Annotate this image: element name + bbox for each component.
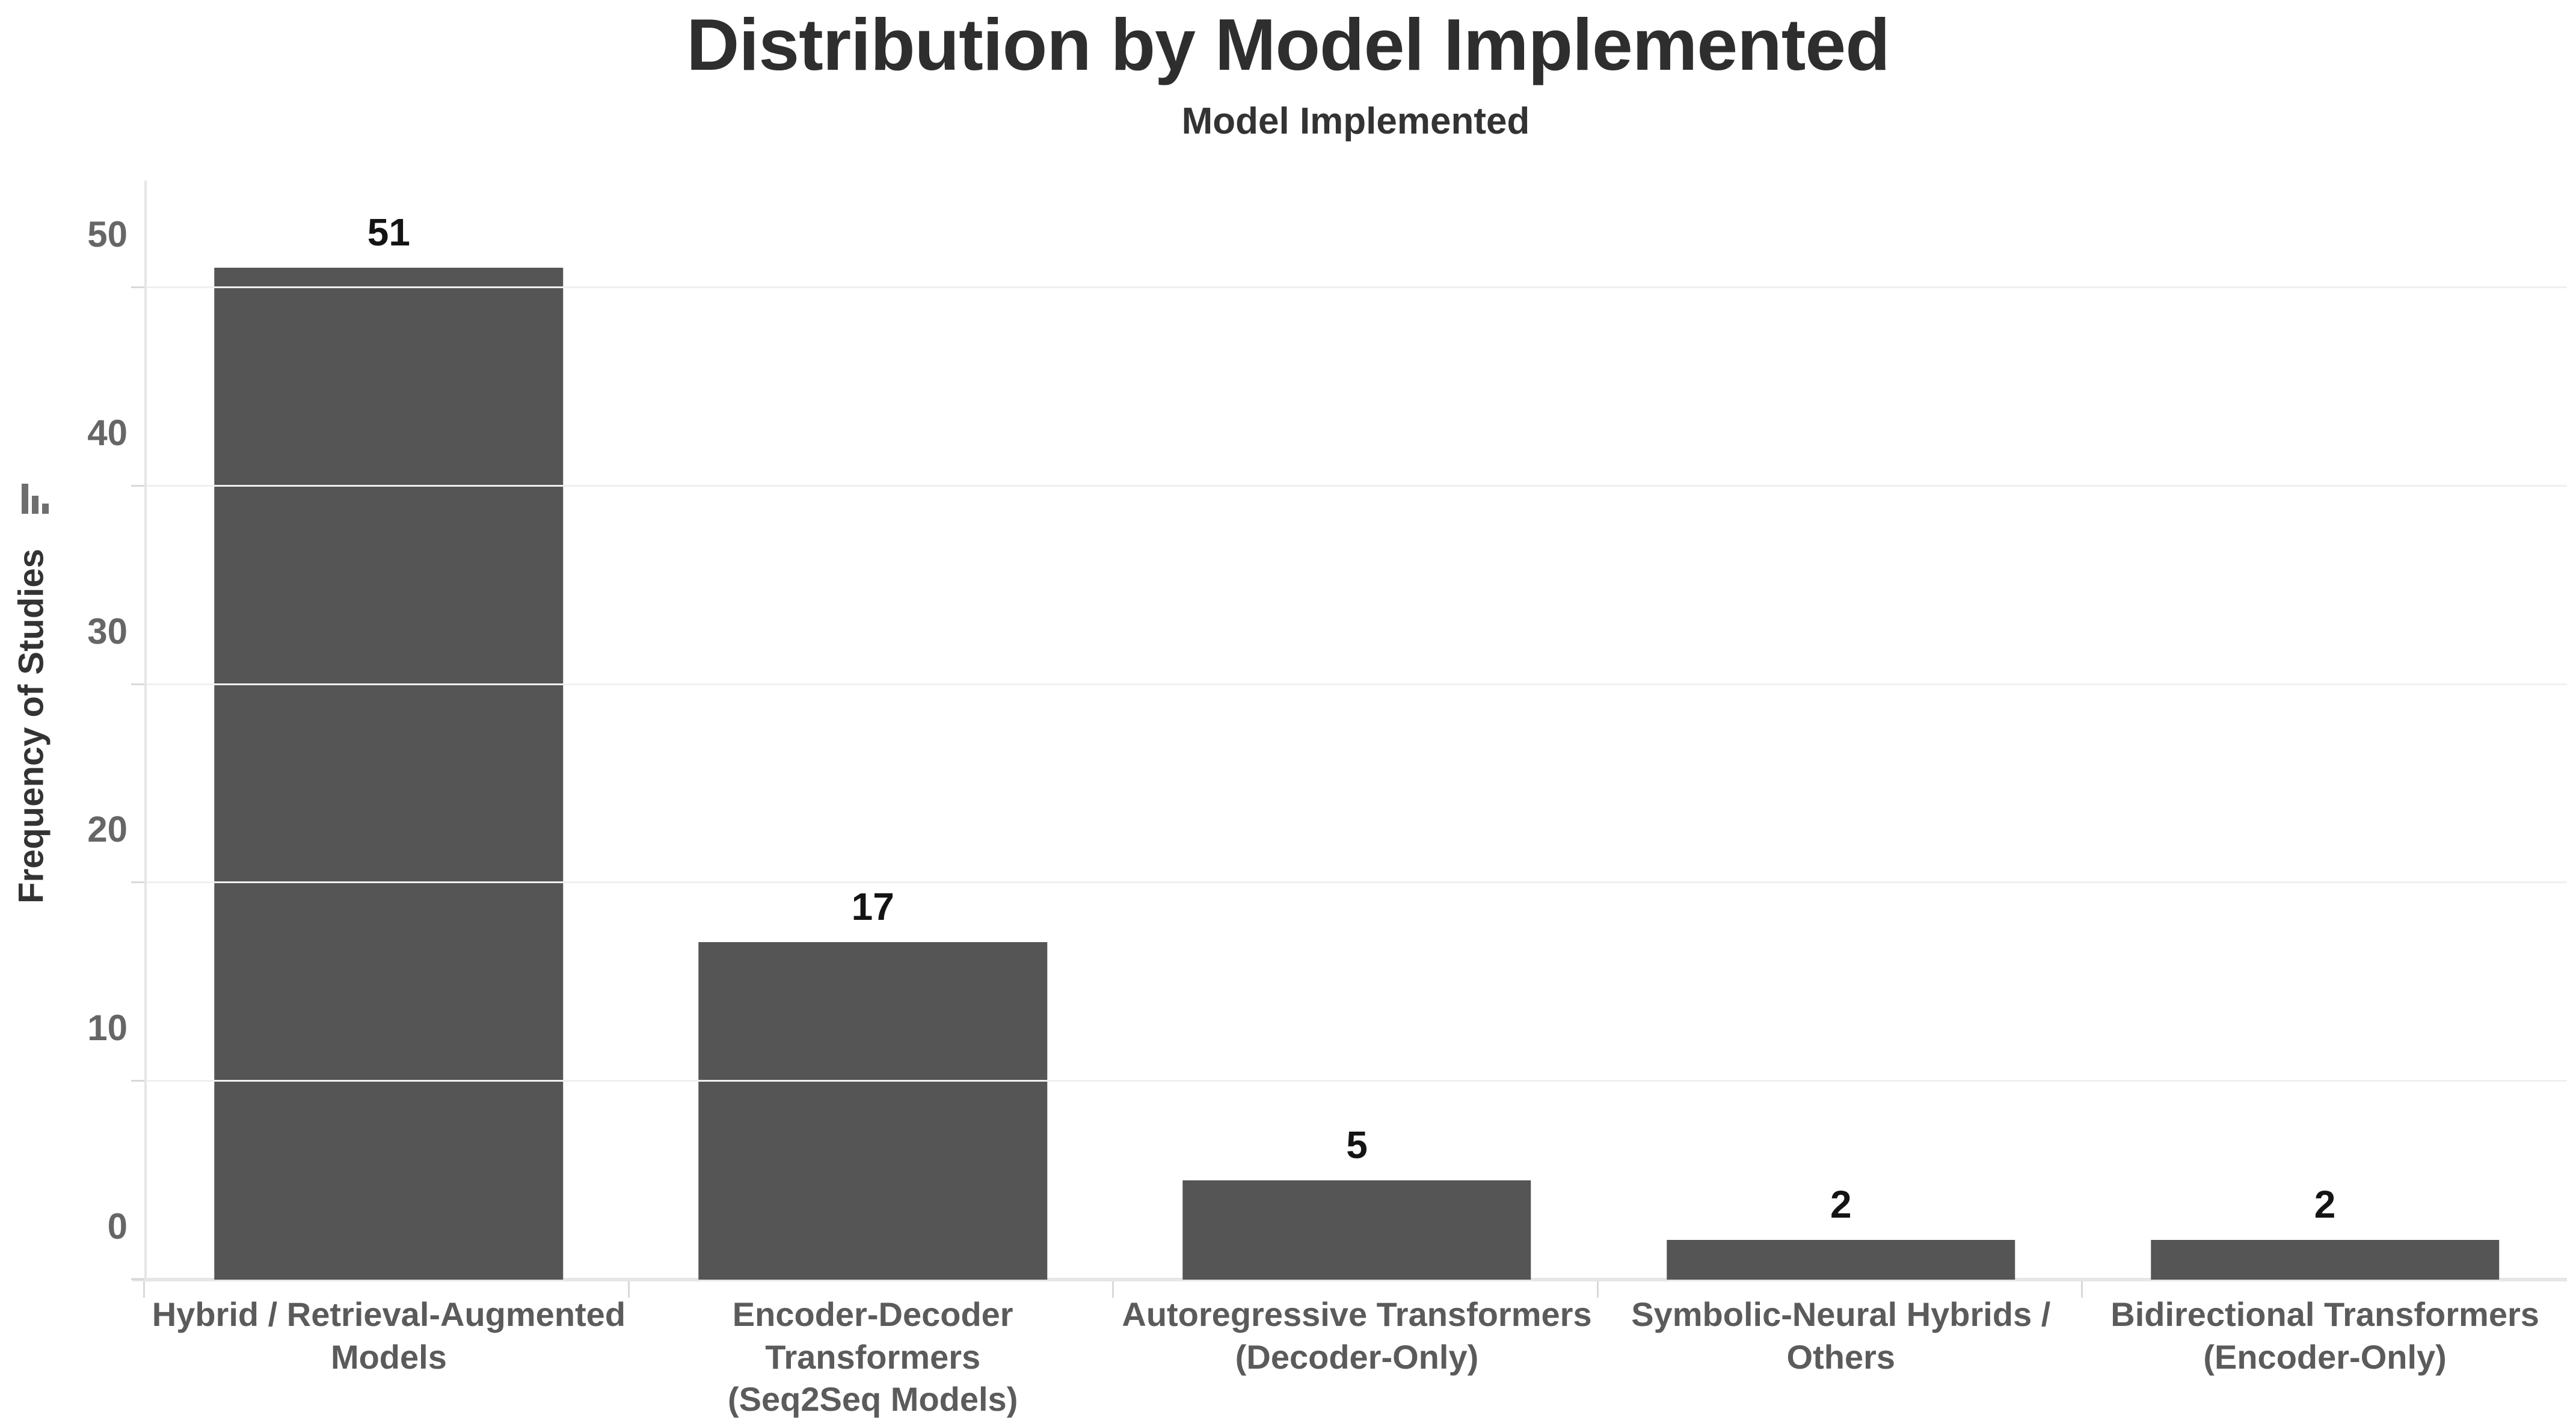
bar-band: 51 [147,180,631,1280]
y-tick-mark [131,484,144,487]
sort-icon-bar [32,496,38,514]
bar-band: 17 [631,180,1115,1280]
category-label-line: Models [330,1337,447,1376]
chart-title: Distribution by Model Implemented [686,4,1890,85]
bar-band: 5 [1115,180,1599,1280]
x-axis-labels: Hybrid / Retrieval-Augmented Models Encode… [147,1293,2567,1421]
category-label-line: Hybrid / Retrieval-Augmented [152,1295,626,1333]
y-tick-mark [131,1080,144,1082]
y-tick-label: 50 [87,214,128,255]
category-label-line: Symbolic-Neural Hybrids / [1631,1295,2051,1333]
bar-4[interactable] [1667,1240,2015,1280]
chart-subtitle: Model Implemented [1181,100,1530,142]
bar-bands: 51 17 5 2 2 [147,180,2567,1280]
category-label-line: Bidirectional Transformers [2110,1295,2539,1333]
category-label-line: Autoregressive Transformers [1122,1295,1592,1333]
bar-value-label: 5 [1346,1123,1368,1167]
sort-descending-bars-icon[interactable] [22,481,52,514]
gridline-40 [147,484,2567,487]
category-label-line: (Encoder-Only) [2203,1337,2447,1376]
y-axis-line [144,180,147,1280]
y-tick-label: 10 [87,1008,128,1049]
sort-icon-bar [22,484,28,514]
category-label-3: Autoregressive Transformers (Decoder-Only… [1115,1293,1599,1421]
plot-area: 51 17 5 2 2 0 10 20 30 40 50 [87,180,2567,1298]
x-tick-mark [1112,1281,1114,1298]
x-tick-mark [143,1281,145,1298]
y-tick-mark [131,1278,144,1280]
bar-value-label: 2 [1830,1183,1852,1227]
category-label-line: (Decoder-Only) [1235,1337,1479,1376]
y-tick-mark [131,286,144,289]
x-axis-line [132,1278,2567,1281]
bar-value-label: 51 [367,211,410,254]
gridline-50 [147,286,2567,289]
bar-value-label: 17 [851,885,894,929]
gridline-30 [147,683,2567,685]
category-label-line: Encoder-Decoder Transformers [732,1295,1013,1376]
y-tick-mark [131,683,144,685]
bar-2[interactable] [698,942,1047,1280]
x-tick-mark [2081,1281,2083,1298]
category-label-2: Encoder-Decoder Transformers (Seq2Seq Mod… [631,1293,1115,1421]
sort-icon-bar [42,504,49,514]
category-label-line: (Seq2Seq Models) [728,1380,1018,1419]
bar-value-label: 2 [2314,1183,2336,1227]
gridline-20 [147,881,2567,884]
x-tick-mark [627,1281,630,1298]
category-label-line: Others [1786,1337,1896,1376]
bar-band: 2 [1599,180,2083,1280]
x-tick-mark [1596,1281,1599,1298]
category-label-1: Hybrid / Retrieval-Augmented Models [147,1293,631,1421]
y-tick-label: 30 [87,611,128,652]
bar-3[interactable] [1182,1180,1531,1280]
y-tick-mark [131,881,144,884]
y-tick-label: 0 [107,1206,128,1247]
category-label-5: Bidirectional Transformers (Encoder-Only) [2083,1293,2567,1421]
gridline-10 [147,1080,2567,1082]
y-tick-label: 20 [87,809,128,850]
bar-1[interactable] [214,268,564,1280]
bar-5[interactable] [2150,1240,2500,1280]
bar-band: 2 [2083,180,2567,1280]
y-tick-label: 40 [87,413,128,454]
y-axis-title: Frequency of Studies [11,549,51,904]
category-label-4: Symbolic-Neural Hybrids / Others [1599,1293,2083,1421]
